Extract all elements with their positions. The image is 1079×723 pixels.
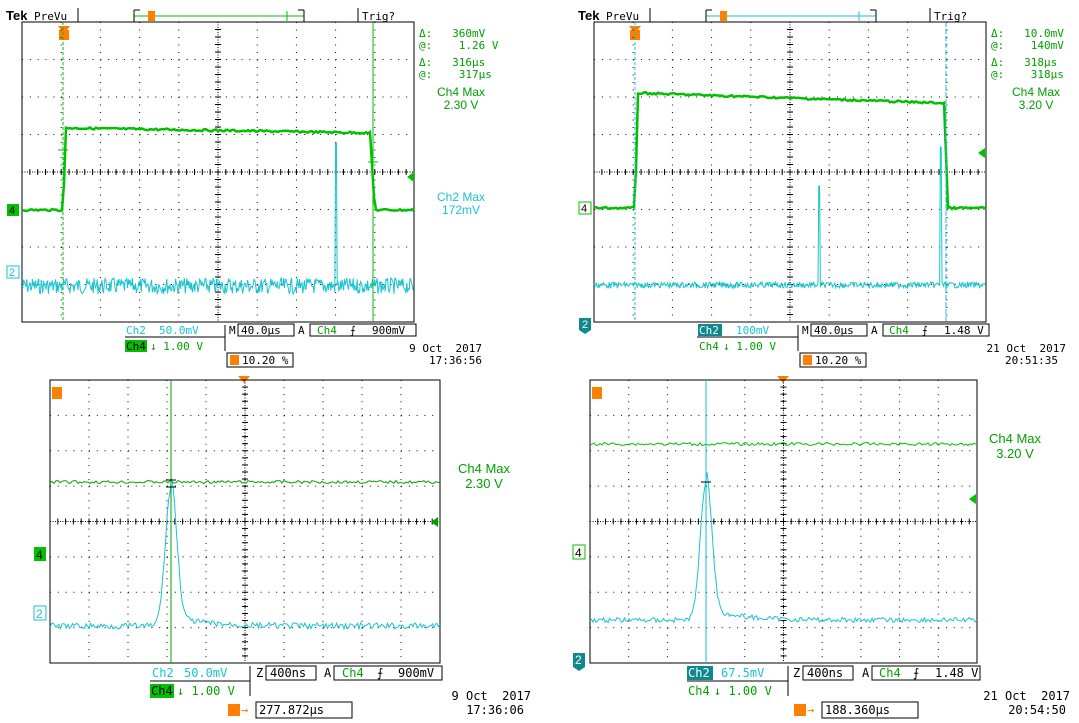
time: 20:51:35 [1005,354,1058,367]
trigger-mode: A [871,324,878,337]
trigger-mode: A [862,666,870,680]
trigger-position: 188.360µs [825,703,890,717]
time: 20:54:50 [1008,703,1066,717]
graticule [22,22,414,322]
time-scale: 40.0µs [814,324,854,337]
readout-at-time: @: 318µs [991,68,1064,81]
time: 17:36:06 [466,703,524,717]
trigger-level: 1.48 V [935,666,978,680]
trigger-position: 10.20 % [242,354,289,367]
scope-2-screen: Tek PreVu Trig? 4 2 Δ: 10.0mV @: [570,0,1079,370]
ch2-marker: 2 [582,319,588,331]
ch4-max-value: 2.30 V [444,98,479,112]
trigger-level-marker [978,148,985,158]
time-mode: Z [256,666,263,680]
record-position-bar [706,10,876,22]
trigger-position: 277.872µs [259,703,324,717]
ch2-label: Ch2 [152,666,174,680]
graticule [50,380,440,663]
ch2-label: Ch2 [688,666,710,680]
trigger-level: 900mV [372,324,405,337]
ch2-scale: 100mV [736,324,769,337]
trigger-source: Ch4 [889,324,909,337]
trigger-source: Ch4 [317,324,337,337]
trigger-mode: A [298,324,305,337]
brand-label: Tek [6,8,28,23]
brand-label: Tek [578,8,600,23]
ch2-scale: 50.0mV [159,324,199,337]
date: 9 Oct 2017 [452,689,531,703]
ch2-scale: 67.5mV [721,666,764,680]
trigger-level-marker [969,494,976,504]
ch4-scale: ↓ 1.00 V [150,340,203,353]
time: 17:36:56 [429,354,482,367]
time-scale: 400ns [270,666,306,680]
ch2-max-label: Ch2 Max [437,190,485,204]
ch2-max-value: 172mV [442,203,480,217]
ch4-max-value: 2.30 V [465,476,503,491]
trigger-level-marker [407,172,414,182]
graticule [594,22,986,322]
record-position-bar [134,10,304,22]
ch4-max-value: 3.20 V [996,446,1034,461]
ch4-label: Ch4 [699,340,719,353]
ch4-marker: 4 [575,546,582,560]
scope-panel-3: 4 2 Ch4 Max 2.30 V Ch2 50.0mV Z 400ns A … [0,370,540,723]
scope-panel-2: Tek PreVu Trig? 4 2 Δ: 10.0mV @: [570,0,1079,370]
trigger-source: Ch4 [342,666,364,680]
ch4-label: Ch4 [688,684,710,698]
scope-panel-4: 4 2 Ch4 Max 3.20 V Ch2 67.5mV Z 400ns A … [570,370,1079,723]
time-scale: 400ns [807,666,843,680]
mode-label: PreVu [606,10,639,23]
arrow-icon: → [241,703,248,717]
ch4-max-label: Ch4 Max [989,431,1042,446]
scope-1-screen: Tek PreVu Trig? 4 2 [0,0,540,370]
scope-3-screen: 4 2 Ch4 Max 2.30 V Ch2 50.0mV Z 400ns A … [0,370,540,723]
trigger-position: 10.20 % [815,354,862,367]
trigger-slope-icon: ⨍ [377,666,383,680]
time-mode: Z [793,666,800,680]
ch4-max-label: Ch4 Max [437,85,485,99]
ch2-marker: 2 [9,267,15,279]
ch4-marker: 4 [9,205,15,217]
ch4-scale: ↓ 1.00 V [723,340,776,353]
ch2-waveform [22,143,413,294]
trigger-level: 900mV [398,666,434,680]
scope-panel-1: Tek PreVu Trig? 4 2 [0,0,540,370]
trigger-status: Trig? [934,10,967,23]
readout-at-voltage: @: 140mV [991,39,1064,52]
readout-at-time: @: 317µs [419,68,492,81]
ch4-label: Ch4 [151,684,173,698]
trigger-source: Ch4 [879,666,901,680]
ch4-scale: ↓ 1.00 V [177,684,235,698]
ch4-marker: 4 [581,203,587,215]
ch2-label: Ch2 [126,324,146,337]
ch2-marker: 2 [36,607,43,621]
trigger-slope-icon: ⨍ [922,324,928,337]
ch2-marker: 2 [575,653,582,667]
ch4-scale: ↓ 1.00 V [714,684,772,698]
ch4-max-value: 3.20 V [1019,98,1054,112]
ch4-label: Ch4 [126,340,146,353]
time-scale: 40.0µs [241,324,281,337]
trigger-status: Trig? [362,10,395,23]
ch2-label: Ch2 [699,324,719,337]
trigger-slope-icon: ⨍ [913,666,919,680]
date: 21 Oct 2017 [983,689,1070,703]
arrow-icon: → [807,703,814,717]
mode-label: PreVu [34,10,67,23]
ch4-marker: 4 [36,548,43,562]
scope-4-screen: 4 2 Ch4 Max 3.20 V Ch2 67.5mV Z 400ns A … [570,370,1079,723]
trigger-slope-icon: ⨍ [350,324,356,337]
time-mode: M [802,324,809,337]
readout-at-voltage: @: 1.26 V [419,39,499,52]
trigger-mode: A [324,666,332,680]
trigger-level: 1.48 V [944,324,984,337]
ch4-max-label: Ch4 Max [458,461,511,476]
ch2-scale: 50.0mV [184,666,227,680]
time-mode: M [229,324,236,337]
ch4-max-label: Ch4 Max [1012,85,1060,99]
